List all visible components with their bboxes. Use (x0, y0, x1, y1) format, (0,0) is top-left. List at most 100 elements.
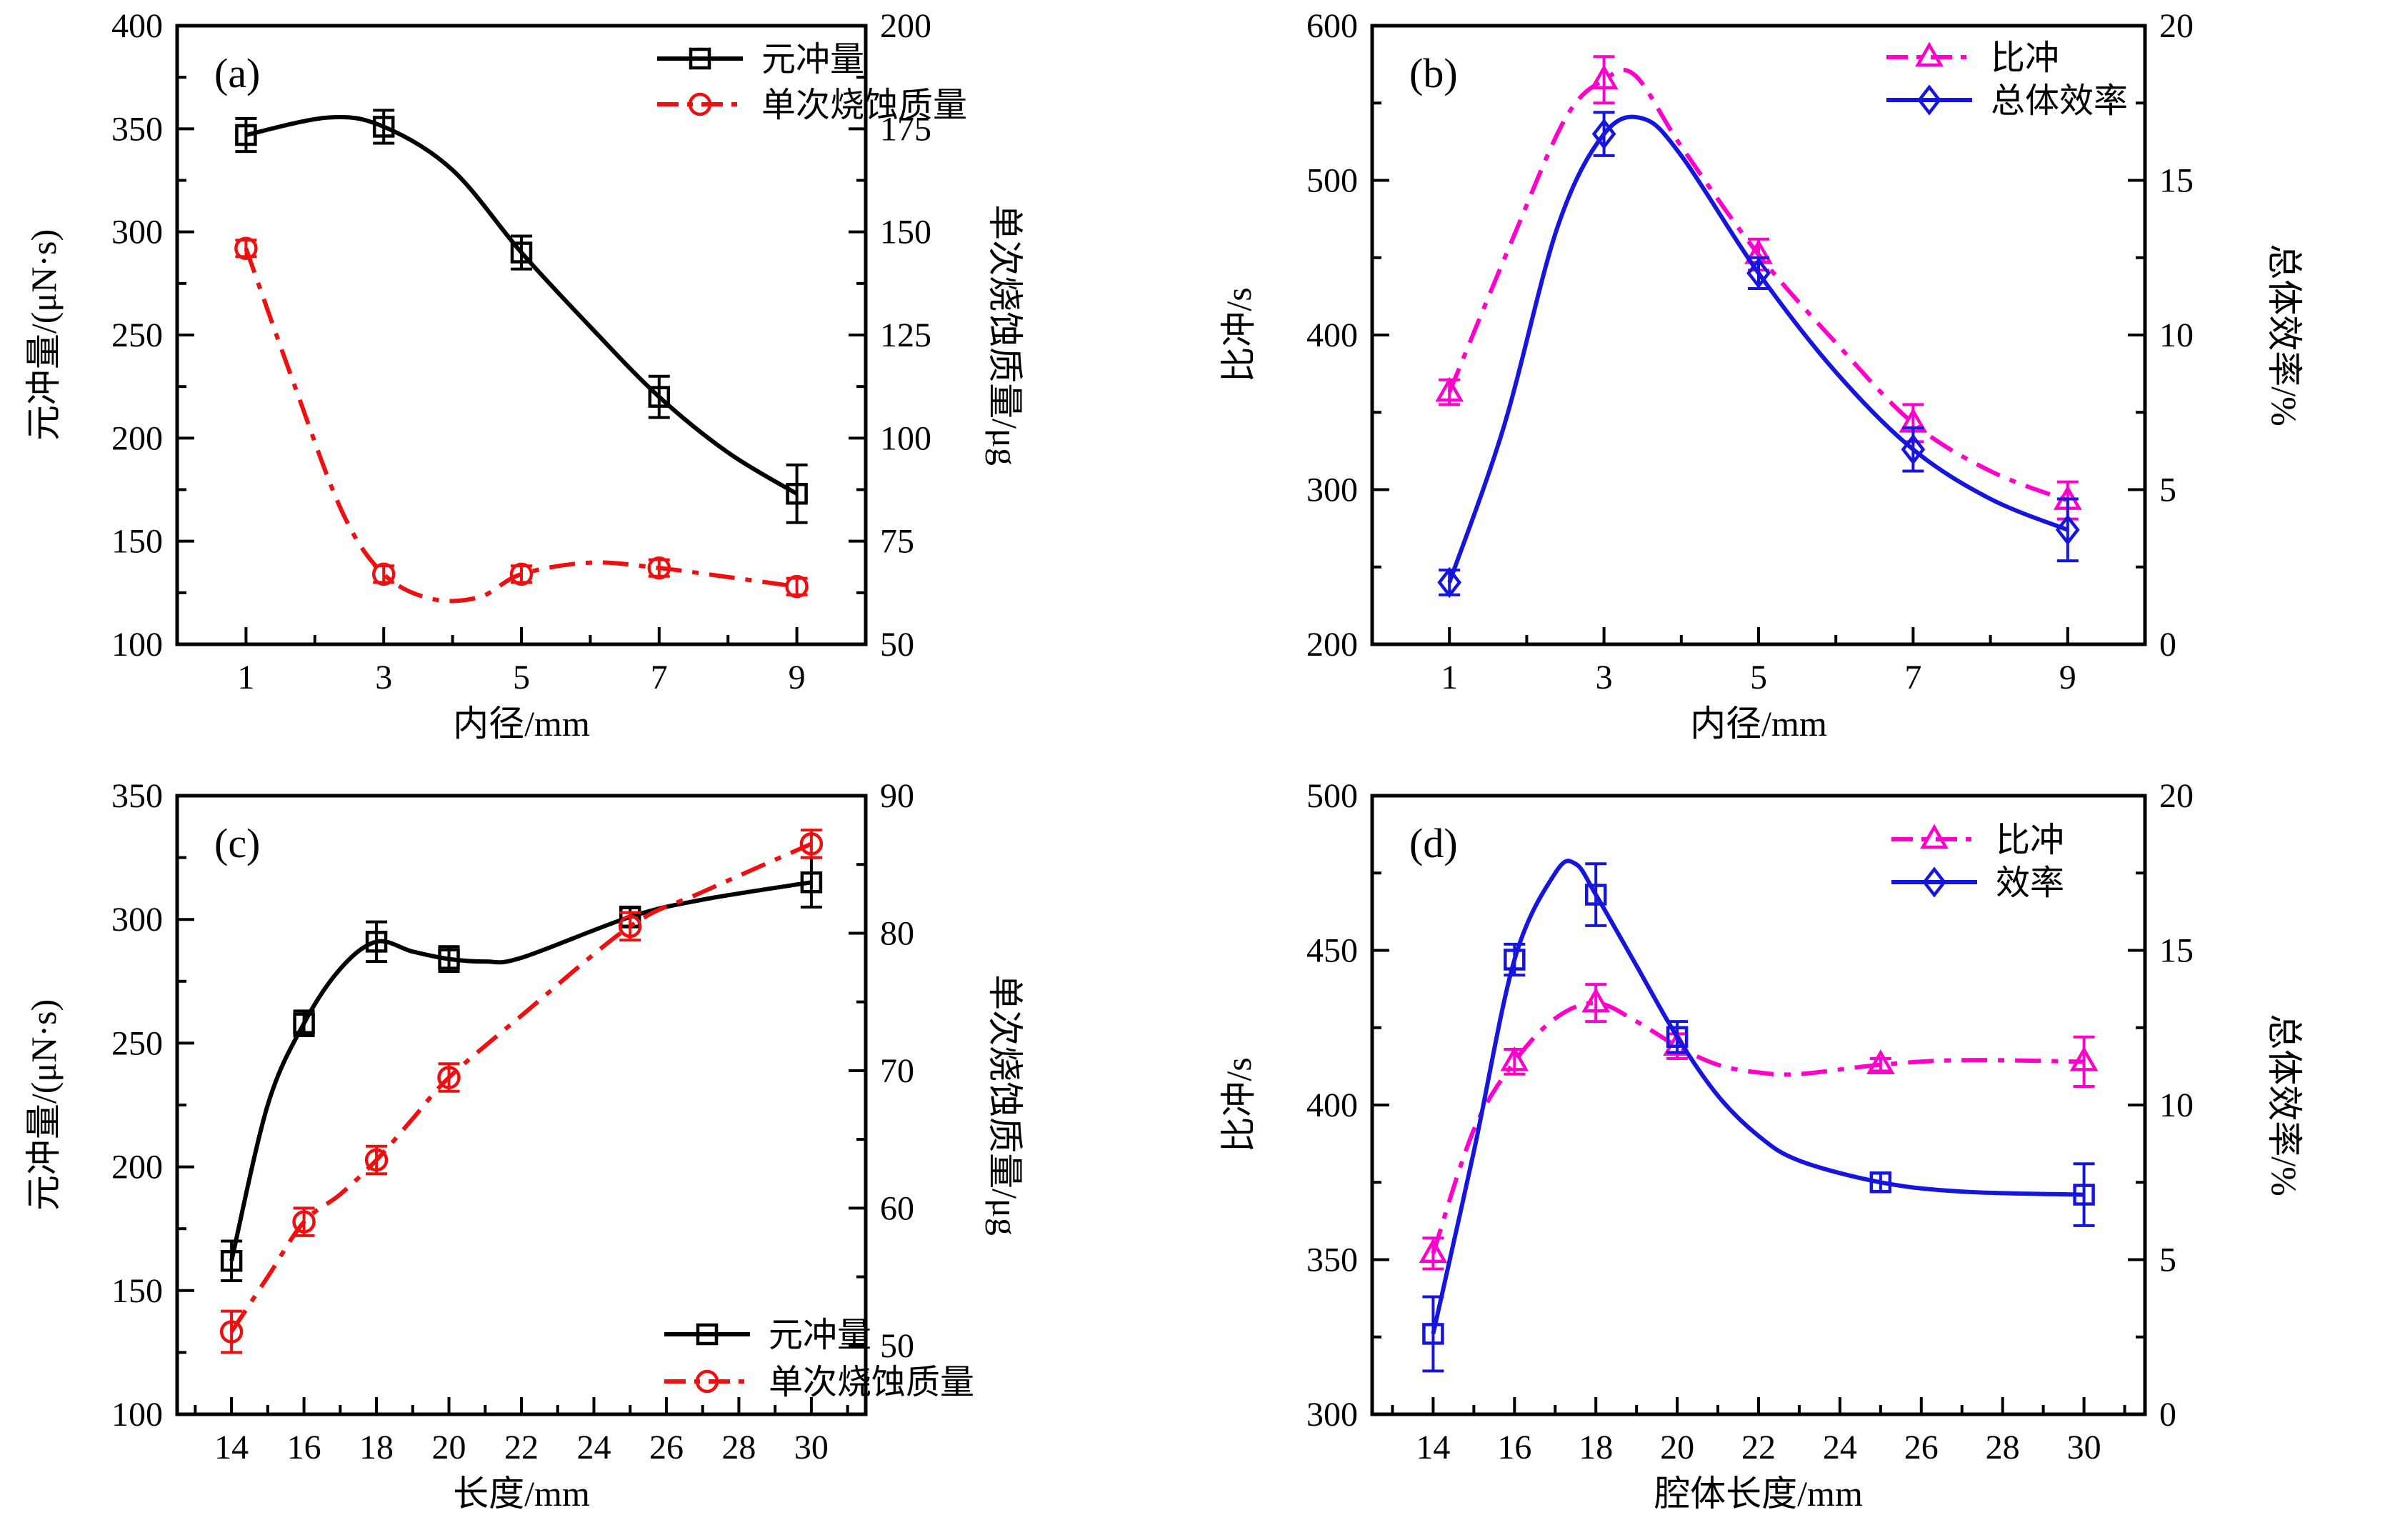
x-tick-label: 30 (2067, 1429, 2101, 1466)
legend-item: 元冲量 (664, 1316, 871, 1354)
chart-panel-d: 14 16 18 20 22 24 26 28 30 300 350 400 450 500 0 5 10 15 2… (1195, 770, 2390, 1540)
chart-panel-b: 1 3 5 7 9 200 300 400 500 600 0 5 10 15 20 比冲/s 总体效率/% 内径… (1195, 0, 2390, 770)
legend-label: 单次烧蚀质量 (761, 86, 967, 124)
x-tick-label: 3 (1596, 659, 1613, 696)
panel-tag: (d) (1409, 820, 1458, 866)
left-axis-title: 元冲量/(μN·s) (24, 999, 64, 1211)
series-curve (1431, 859, 2084, 1335)
right-axis-title: 单次烧蚀质量/μg (985, 204, 1025, 466)
x-tick-label: 26 (649, 1429, 684, 1466)
x-tick-label: 9 (2059, 659, 2076, 696)
chart-panel-a: 1 3 5 7 9 100 150 200 250 300 350 400 50 75 100 125 150 1… (0, 0, 1195, 770)
left-tick-label: 300 (1306, 471, 1358, 509)
left-tick-label: 150 (111, 523, 163, 561)
x-tick-label: 5 (1750, 659, 1767, 696)
left-tick-label: 200 (111, 1149, 163, 1186)
left-tick-label: 250 (111, 1024, 163, 1062)
x-tick-label: 1 (1441, 659, 1458, 696)
panel-tag: (a) (214, 50, 260, 96)
right-tick-label: 60 (880, 1189, 914, 1227)
x-tick-label: 24 (1823, 1429, 1857, 1466)
left-tick-label: 250 (111, 316, 163, 354)
series-curve (245, 114, 799, 496)
right-tick-label: 10 (2159, 1086, 2194, 1124)
left-tick-label: 100 (111, 626, 163, 664)
legend-label: 元冲量 (761, 41, 864, 79)
legend-item: 总体效率 (1886, 82, 2128, 120)
left-tick-label: 350 (111, 110, 163, 148)
legend-label: 比冲 (1996, 821, 2064, 859)
x-axis-title: 长度/mm (453, 1474, 590, 1514)
left-tick-label: 600 (1306, 7, 1358, 45)
right-tick-label: 0 (2159, 626, 2176, 664)
series-curve (1431, 1001, 2084, 1254)
right-axis-title: 总体效率/% (2264, 1014, 2304, 1196)
legend-item: 元冲量 (657, 41, 864, 79)
x-tick-label: 28 (721, 1429, 756, 1466)
left-tick-label: 200 (111, 419, 163, 457)
left-tick-label: 100 (111, 1396, 163, 1434)
x-tick-label: 14 (214, 1429, 249, 1466)
left-tick-label: 500 (1306, 777, 1358, 815)
right-tick-label: 50 (880, 1327, 914, 1365)
right-tick-label: 125 (880, 316, 931, 354)
panel-tag: (c) (214, 820, 260, 866)
x-axis-title: 腔体长度/mm (1654, 1474, 1863, 1514)
x-tick-label: 1 (237, 659, 254, 696)
left-tick-label: 300 (111, 901, 163, 939)
chart-canvas-c: 14 16 18 20 22 24 26 28 30 100 150 200 250 300 350 50 60… (24, 777, 1025, 1514)
x-axis-title: 内径/mm (453, 704, 590, 744)
x-tick-label: 7 (651, 659, 668, 696)
left-tick-label: 350 (1306, 1241, 1358, 1279)
right-tick-label: 200 (880, 7, 931, 45)
right-tick-label: 5 (2159, 471, 2176, 509)
left-axis-title: 比冲/s (1219, 1057, 1259, 1152)
x-axis-title: 内径/mm (1690, 704, 1827, 744)
x-tick-label: 30 (794, 1429, 829, 1466)
x-tick-label: 26 (1904, 1429, 1939, 1466)
right-tick-label: 50 (880, 626, 914, 664)
x-tick-label: 5 (513, 659, 530, 696)
legend-item: 单次烧蚀质量 (657, 86, 967, 124)
x-tick-label: 18 (1579, 1429, 1613, 1466)
legend-label: 元冲量 (769, 1316, 871, 1354)
series-curve (229, 841, 813, 1334)
right-tick-label: 5 (2159, 1241, 2176, 1279)
left-axis-title: 元冲量/(μN·s) (24, 229, 64, 441)
chart-canvas-d: 14 16 18 20 22 24 26 28 30 300 350 400 450 500 0 5 10 15 2… (1219, 777, 2304, 1514)
left-tick-label: 400 (1306, 316, 1358, 354)
right-tick-label: 0 (2159, 1396, 2176, 1434)
left-tick-label: 300 (111, 214, 163, 251)
right-tick-label: 175 (880, 110, 931, 148)
series-curve (1447, 114, 2069, 584)
left-tick-label: 300 (1306, 1396, 1358, 1434)
right-tick-label: 80 (880, 914, 914, 952)
legend-item: 效率 (1891, 864, 2064, 902)
right-tick-label: 70 (880, 1052, 914, 1090)
x-tick-label: 20 (1660, 1429, 1694, 1466)
legend-item: 单次烧蚀质量 (664, 1364, 974, 1401)
panel-tag: (b) (1409, 50, 1458, 96)
right-tick-label: 150 (880, 214, 931, 251)
series-curve (244, 247, 798, 604)
x-tick-label: 20 (432, 1429, 466, 1466)
legend-item: 比冲 (1891, 821, 2064, 859)
right-tick-label: 75 (880, 523, 914, 561)
left-tick-label: 400 (111, 7, 163, 45)
left-tick-label: 400 (1306, 1086, 1358, 1124)
x-tick-label: 24 (576, 1429, 611, 1466)
x-tick-label: 22 (504, 1429, 539, 1466)
series-curve (1447, 67, 2069, 503)
x-tick-label: 18 (359, 1429, 394, 1466)
right-tick-label: 15 (2159, 162, 2194, 200)
x-tick-label: 16 (287, 1429, 321, 1466)
chart-panel-c: 14 16 18 20 22 24 26 28 30 100 150 200 250 300 350 50 60… (0, 770, 1195, 1540)
left-tick-label: 150 (111, 1272, 163, 1310)
left-tick-label: 350 (111, 777, 163, 815)
left-tick-label: 450 (1306, 932, 1358, 970)
right-tick-label: 20 (2159, 777, 2194, 815)
x-tick-label: 9 (789, 659, 806, 696)
legend-label: 单次烧蚀质量 (769, 1364, 974, 1401)
x-tick-label: 14 (1416, 1429, 1450, 1466)
